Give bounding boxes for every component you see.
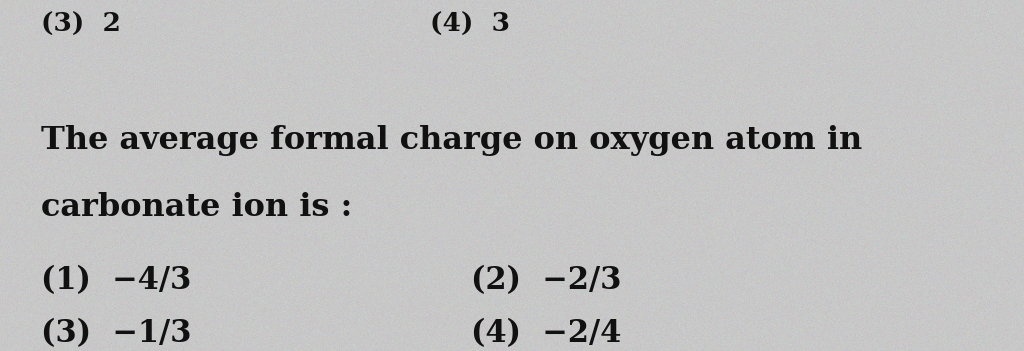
Text: (1)  −4/3: (1) −4/3 — [41, 265, 191, 296]
Text: (4)  3: (4) 3 — [430, 12, 510, 37]
Text: (2)  −2/3: (2) −2/3 — [471, 265, 622, 296]
Text: carbonate ion is :: carbonate ion is : — [41, 192, 352, 223]
Text: (3)  2: (3) 2 — [41, 12, 121, 37]
Text: (3)  −1/3: (3) −1/3 — [41, 318, 191, 349]
Text: (4)  −2/4: (4) −2/4 — [471, 318, 622, 349]
Text: The average formal charge on oxygen atom in: The average formal charge on oxygen atom… — [41, 125, 862, 156]
